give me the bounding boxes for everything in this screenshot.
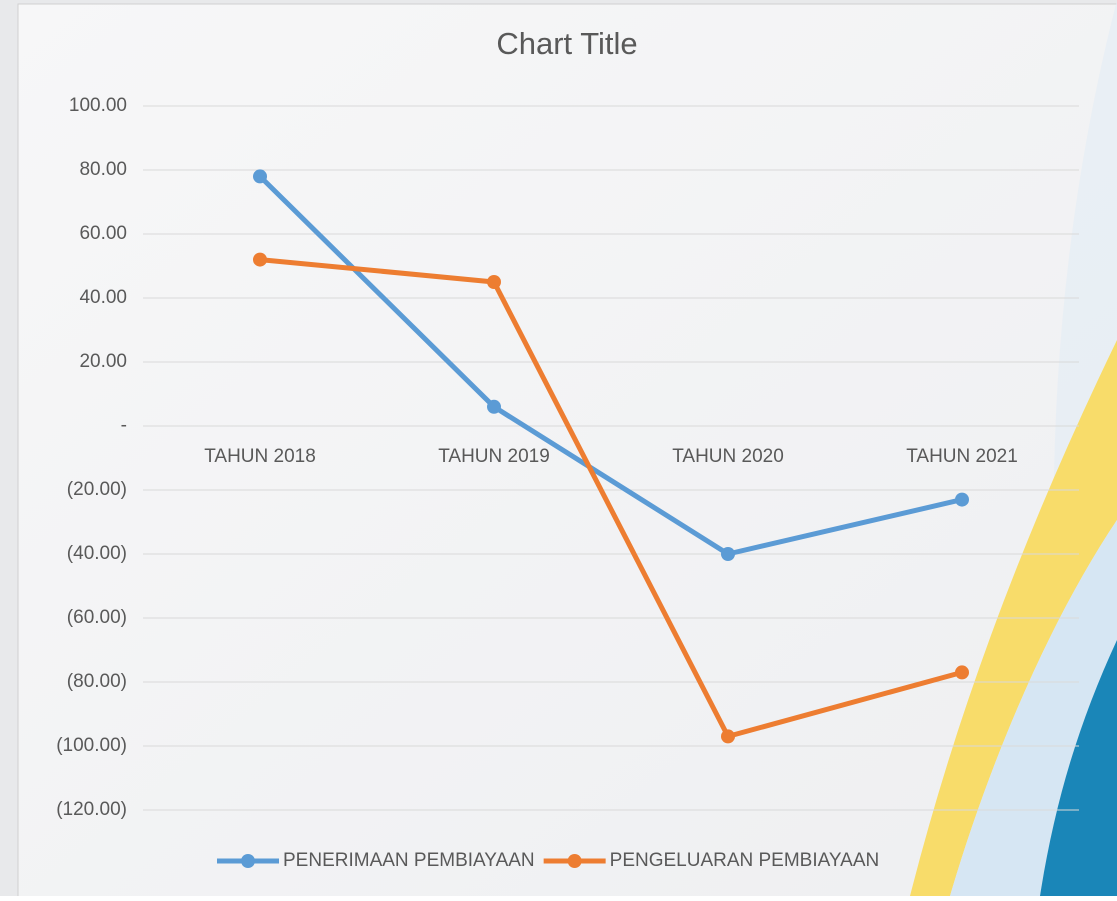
data-point [721, 729, 735, 743]
y-tick-label: - [121, 415, 127, 436]
y-tick-label: 40.00 [79, 287, 127, 308]
data-point [253, 169, 267, 183]
data-point [487, 400, 501, 414]
chart: Chart Title 100.00 80.00 60.00 40.00 20.00 - (… [0, 0, 1117, 896]
y-tick-label: 20.00 [79, 351, 127, 372]
y-tick-label: (80.00) [67, 671, 127, 692]
y-tick-label: (20.00) [67, 479, 127, 500]
y-tick-label: 100.00 [69, 95, 127, 116]
data-point [955, 493, 969, 507]
legend-label: PENGELUARAN PEMBIAYAAN [610, 850, 880, 871]
y-tick-label: (60.00) [67, 607, 127, 628]
legend-marker [241, 854, 255, 868]
x-tick-label: TAHUN 2020 [672, 446, 784, 467]
y-tick-label: 80.00 [79, 159, 127, 180]
chart-title: Chart Title [496, 26, 637, 61]
data-point [955, 665, 969, 679]
x-tick-label: TAHUN 2018 [204, 446, 316, 467]
x-tick-label: TAHUN 2019 [438, 446, 550, 467]
y-tick-label: (100.00) [56, 735, 127, 756]
legend-marker [568, 854, 582, 868]
y-tick-label: 60.00 [79, 223, 127, 244]
data-point [721, 547, 735, 561]
x-tick-label: TAHUN 2021 [906, 446, 1018, 467]
y-tick-label: (40.00) [67, 543, 127, 564]
data-point [253, 253, 267, 267]
data-point [487, 275, 501, 289]
legend-label: PENERIMAAN PEMBIAYAAN [283, 850, 535, 871]
y-tick-label: (120.00) [56, 799, 127, 820]
